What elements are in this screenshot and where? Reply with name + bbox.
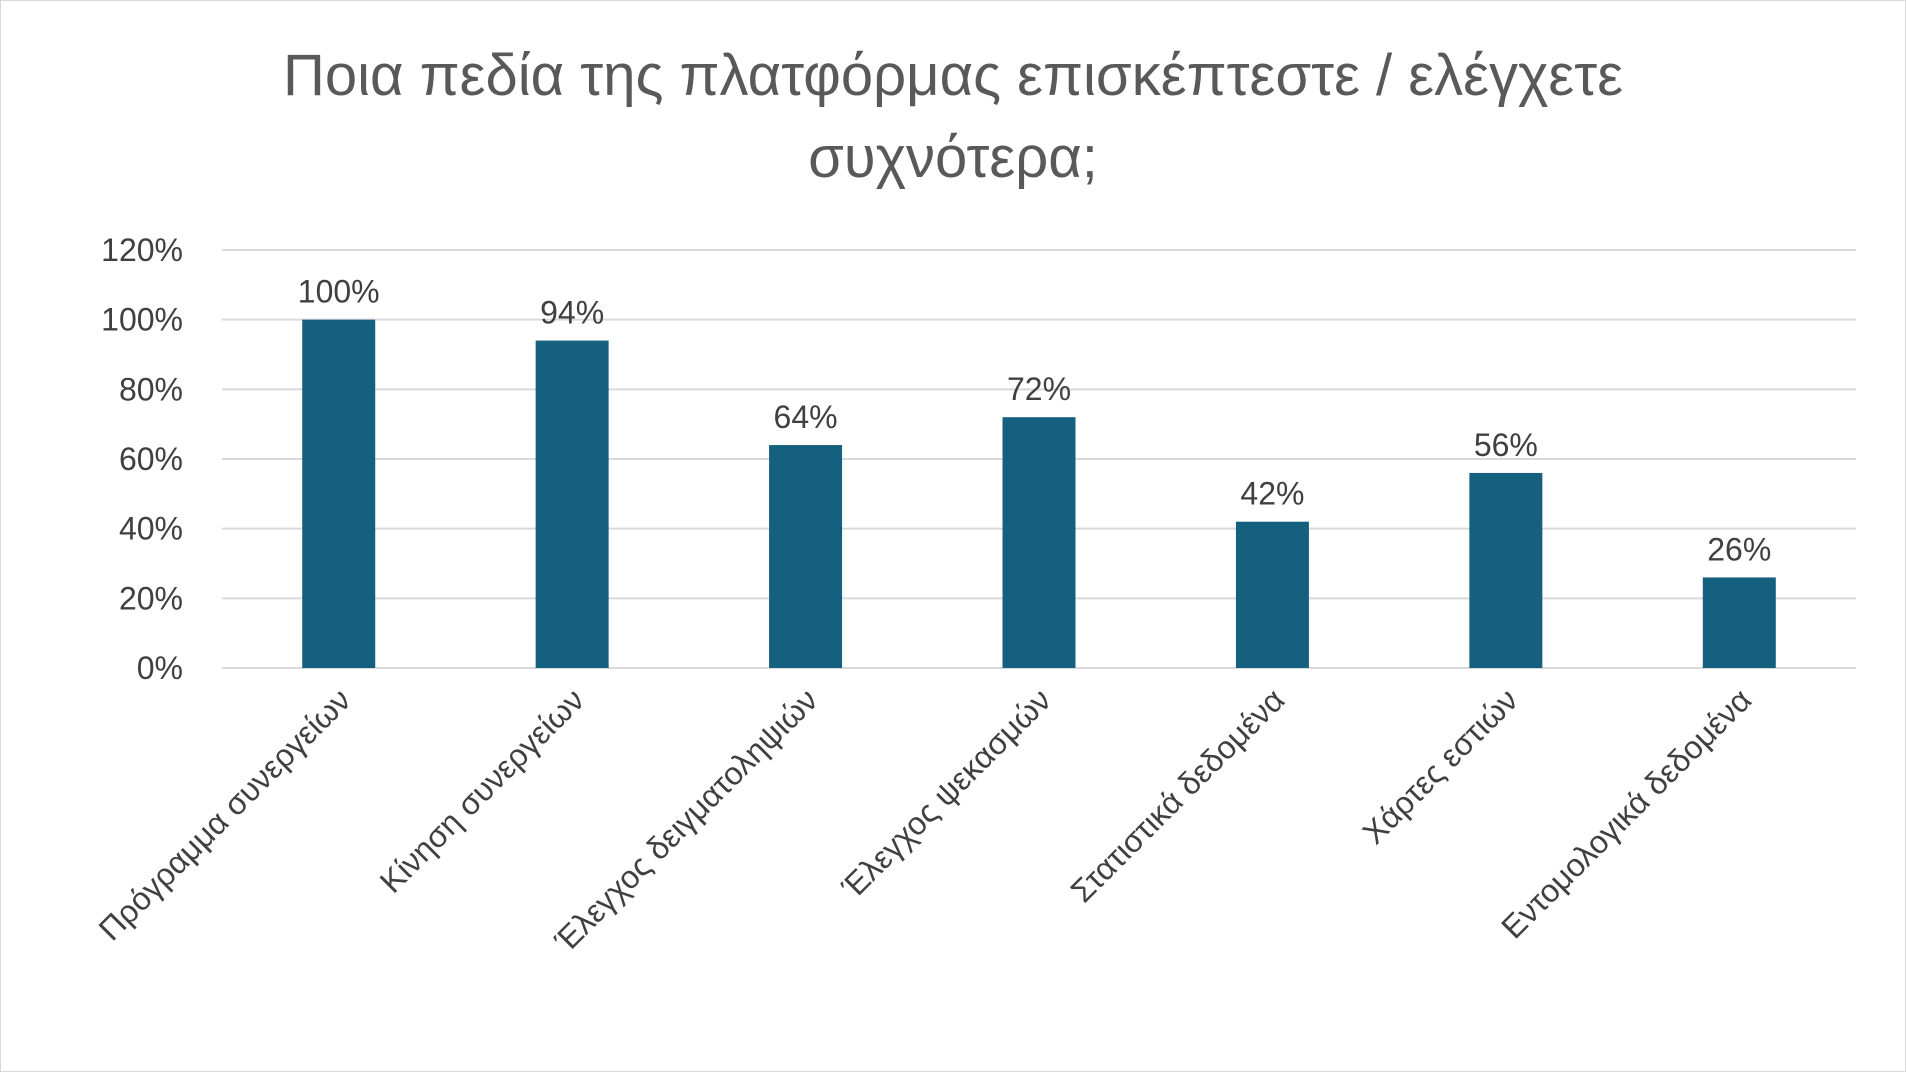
data-label: 42% <box>1240 476 1304 512</box>
y-tick-label: 100% <box>101 302 183 338</box>
bar <box>1002 417 1076 668</box>
x-tick-label: Έλεγχος ψεκασμών <box>834 681 1058 905</box>
bar <box>1702 577 1776 668</box>
chart-title-line-2: συχνότερα; <box>808 125 1098 190</box>
y-tick-label: 60% <box>119 441 183 477</box>
bar <box>1469 472 1543 668</box>
y-tick-label: 20% <box>119 580 183 616</box>
x-tick-label: Κίνηση συνεργείων <box>373 681 591 899</box>
gridlines <box>222 249 1856 669</box>
data-label: 56% <box>1474 427 1538 463</box>
x-tick-label: Πρόγραμμα συνεργείων <box>92 681 358 947</box>
data-label: 100% <box>298 274 380 310</box>
bars <box>302 319 1776 668</box>
x-tick-label: Έλεγχος δειγματοληψιών <box>547 681 825 959</box>
y-tick-label: 120% <box>101 232 183 268</box>
data-label: 94% <box>540 295 604 331</box>
bar <box>535 340 609 668</box>
y-axis-tick-labels: 0% 20% 40% 60% 80% 100% 120% <box>101 232 183 686</box>
chart-title: Ποια πεδία της πλατφόρμας επισκέπτεστε /… <box>283 43 1623 190</box>
bar <box>302 319 376 668</box>
y-tick-label: 40% <box>119 511 183 547</box>
data-labels: 100% 94% 64% 72% 42% 56% 26% <box>298 274 1772 568</box>
x-tick-label: Χάρτες εστιών <box>1355 681 1524 850</box>
x-axis-category-labels: Πρόγραμμα συνεργείων Κίνηση συνεργείωνΈλε… <box>92 681 1759 959</box>
data-label: 64% <box>774 399 838 435</box>
bar <box>1235 521 1309 668</box>
data-label: 72% <box>1007 371 1071 407</box>
x-tick-label: Εντομολογικά δεδομένα <box>1494 681 1758 945</box>
y-tick-label: 80% <box>119 371 183 407</box>
x-tick-label: Στατιστικά δεδομένα <box>1064 681 1292 909</box>
y-tick-label: 0% <box>137 650 183 686</box>
bar <box>769 445 843 668</box>
data-label: 26% <box>1707 531 1771 567</box>
chart-title-line-1: Ποια πεδία της πλατφόρμας επισκέπτεστε /… <box>283 43 1623 108</box>
